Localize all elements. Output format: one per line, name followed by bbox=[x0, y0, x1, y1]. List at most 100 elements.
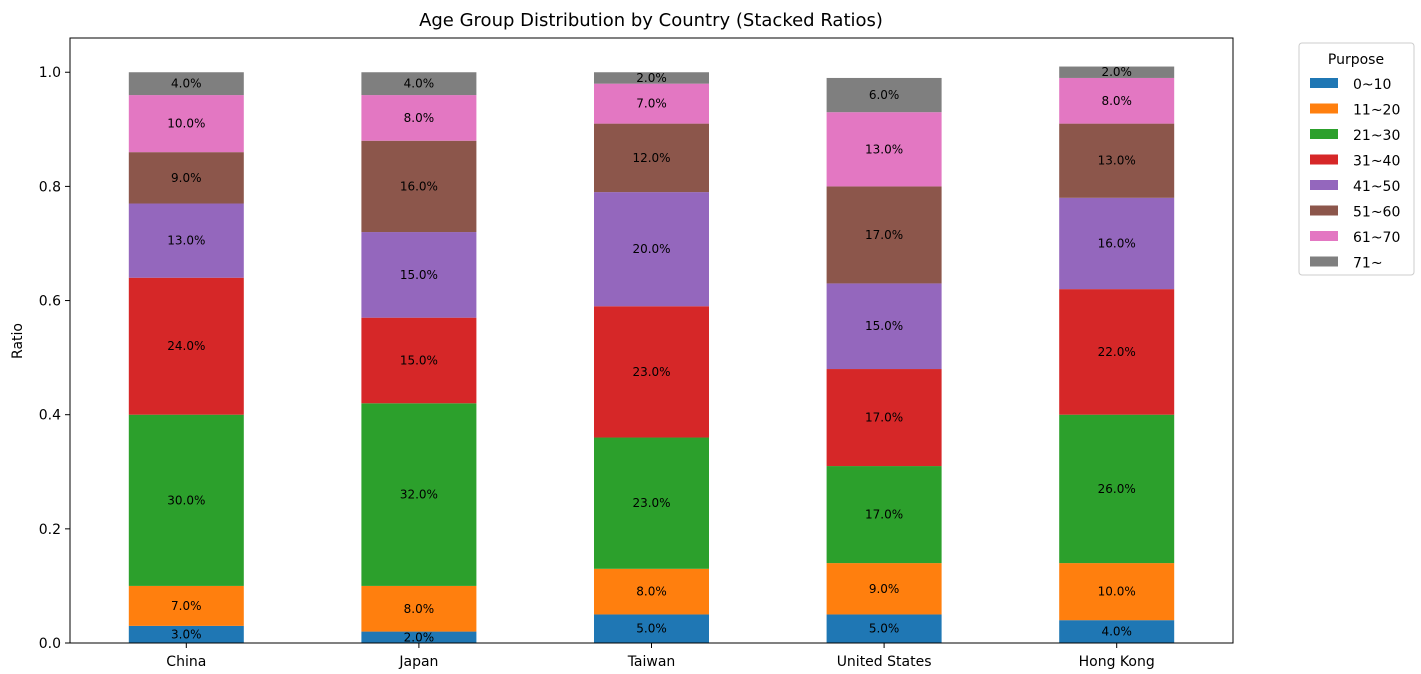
x-tick-label: Hong Kong bbox=[1079, 654, 1155, 670]
legend-box bbox=[1298, 42, 1415, 276]
y-axis-ticks: 0.0 0.2 0.4 0.6 0.8 1.0 bbox=[39, 65, 70, 652]
bar-segment bbox=[594, 83, 709, 124]
bar-value-label: 17.0% bbox=[865, 508, 903, 522]
chart-title: Age Group Distribution by Country (Stack… bbox=[419, 10, 883, 31]
bar-segment bbox=[594, 72, 709, 84]
bar-segment bbox=[1059, 563, 1175, 621]
bar-value-label: 7.0% bbox=[171, 599, 202, 613]
bar-value-label: 24.0% bbox=[167, 339, 205, 353]
y-tick-label: 1.0 bbox=[39, 65, 61, 81]
y-tick-label: 0.0 bbox=[39, 636, 61, 652]
x-tick-label: Taiwan bbox=[627, 654, 676, 670]
bar-segment bbox=[826, 466, 942, 564]
bar-value-label: 13.0% bbox=[865, 142, 903, 156]
bar-value-label: 17.0% bbox=[865, 411, 903, 425]
bar-value-label: 2.0% bbox=[1101, 65, 1132, 79]
bar-value-label: 32.0% bbox=[400, 488, 438, 502]
bar-value-label: 6.0% bbox=[869, 88, 900, 102]
bar-segment bbox=[826, 369, 942, 467]
legend-label: 61~70 bbox=[1353, 230, 1400, 246]
bar-value-label: 4.0% bbox=[171, 77, 202, 91]
bar-value-label: 16.0% bbox=[400, 179, 438, 193]
legend-items: 0~10 11~20 21~30 31~40 41~50 51~60 61~70 71~ bbox=[1310, 77, 1400, 272]
bar-value-label: 12.0% bbox=[632, 151, 670, 165]
bar-segment bbox=[1059, 123, 1175, 198]
bar-value-label: 7.0% bbox=[636, 97, 667, 111]
bar-value-label: 13.0% bbox=[167, 234, 205, 248]
bar-segment bbox=[128, 585, 244, 626]
bar-value-label: 13.0% bbox=[1098, 154, 1136, 168]
bar-segment bbox=[594, 568, 709, 615]
legend-swatch bbox=[1310, 129, 1338, 139]
bar-segment bbox=[361, 585, 477, 632]
bar-segment bbox=[1059, 414, 1175, 564]
bar-segment bbox=[361, 403, 477, 586]
bars-group bbox=[128, 66, 1175, 643]
legend-label: 21~30 bbox=[1353, 128, 1400, 144]
legend-swatch bbox=[1310, 205, 1338, 216]
bar-segment bbox=[826, 614, 942, 643]
bar-segment bbox=[1059, 77, 1175, 124]
bar-value-label: 4.0% bbox=[1101, 625, 1132, 639]
bar-segment bbox=[594, 614, 709, 643]
bar-value-label: 22.0% bbox=[1098, 345, 1136, 359]
bar-segment bbox=[1059, 66, 1175, 78]
bar-value-label: 3.0% bbox=[171, 627, 202, 641]
legend-label: 11~20 bbox=[1353, 103, 1400, 119]
bar-segment bbox=[1059, 620, 1175, 643]
bar-segment bbox=[128, 95, 244, 153]
legend-label: 31~40 bbox=[1353, 154, 1400, 170]
legend-swatch bbox=[1310, 256, 1338, 267]
bar-value-label: 5.0% bbox=[869, 622, 900, 636]
plot-frame bbox=[69, 37, 1234, 644]
bar-segment bbox=[594, 123, 709, 193]
bar-value-label: 4.0% bbox=[404, 77, 435, 91]
bar-segment bbox=[361, 95, 477, 141]
legend-swatch bbox=[1310, 180, 1338, 190]
legend-swatch bbox=[1310, 78, 1338, 88]
bar-value-label: 26.0% bbox=[1098, 482, 1136, 496]
bar-value-label: 8.0% bbox=[636, 585, 667, 599]
bar-segment bbox=[128, 625, 244, 643]
bar-segment bbox=[1059, 197, 1175, 290]
bar-segment bbox=[1059, 289, 1175, 415]
bar-value-label: 15.0% bbox=[865, 319, 903, 333]
bar-segment bbox=[826, 283, 942, 370]
bar-value-label: 30.0% bbox=[167, 493, 205, 507]
y-tick-label: 0.8 bbox=[39, 179, 61, 195]
y-tick-label: 0.4 bbox=[39, 408, 61, 424]
bar-segment bbox=[361, 631, 477, 643]
bar-value-label: 16.0% bbox=[1098, 236, 1136, 250]
bar-segment bbox=[128, 277, 244, 415]
bar-value-label: 10.0% bbox=[167, 117, 205, 131]
bar-segment bbox=[594, 437, 709, 569]
bar-segment bbox=[826, 77, 942, 113]
legend-swatch bbox=[1310, 231, 1338, 241]
bar-value-label: 5.0% bbox=[636, 622, 667, 636]
bar-value-label: 8.0% bbox=[404, 111, 435, 125]
bar-value-label: 9.0% bbox=[869, 582, 900, 596]
bar-value-label: 15.0% bbox=[400, 268, 438, 282]
bar-value-label: 23.0% bbox=[632, 365, 670, 379]
bar-segment bbox=[361, 140, 477, 233]
bar-segment bbox=[128, 414, 244, 586]
bar-value-label: 20.0% bbox=[632, 242, 670, 256]
bar-segment bbox=[826, 186, 942, 284]
legend-label: 71~ bbox=[1353, 256, 1383, 272]
y-axis-label: Ratio bbox=[10, 323, 26, 359]
bar-value-label: 8.0% bbox=[1101, 94, 1132, 108]
legend-swatch bbox=[1310, 154, 1338, 165]
y-tick-label: 0.2 bbox=[39, 522, 61, 538]
legend-label: 0~10 bbox=[1353, 77, 1391, 93]
x-tick-label: China bbox=[166, 654, 206, 670]
legend-title: Purpose bbox=[1328, 52, 1384, 68]
bar-segment bbox=[361, 232, 477, 318]
bar-value-label: 23.0% bbox=[632, 496, 670, 510]
bar-segment bbox=[594, 192, 709, 307]
bar-value-label: 8.0% bbox=[404, 602, 435, 616]
x-tick-label: Japan bbox=[398, 654, 438, 670]
bar-value-label: 17.0% bbox=[865, 228, 903, 242]
legend-swatch bbox=[1310, 103, 1338, 114]
bar-value-label: 15.0% bbox=[400, 353, 438, 367]
